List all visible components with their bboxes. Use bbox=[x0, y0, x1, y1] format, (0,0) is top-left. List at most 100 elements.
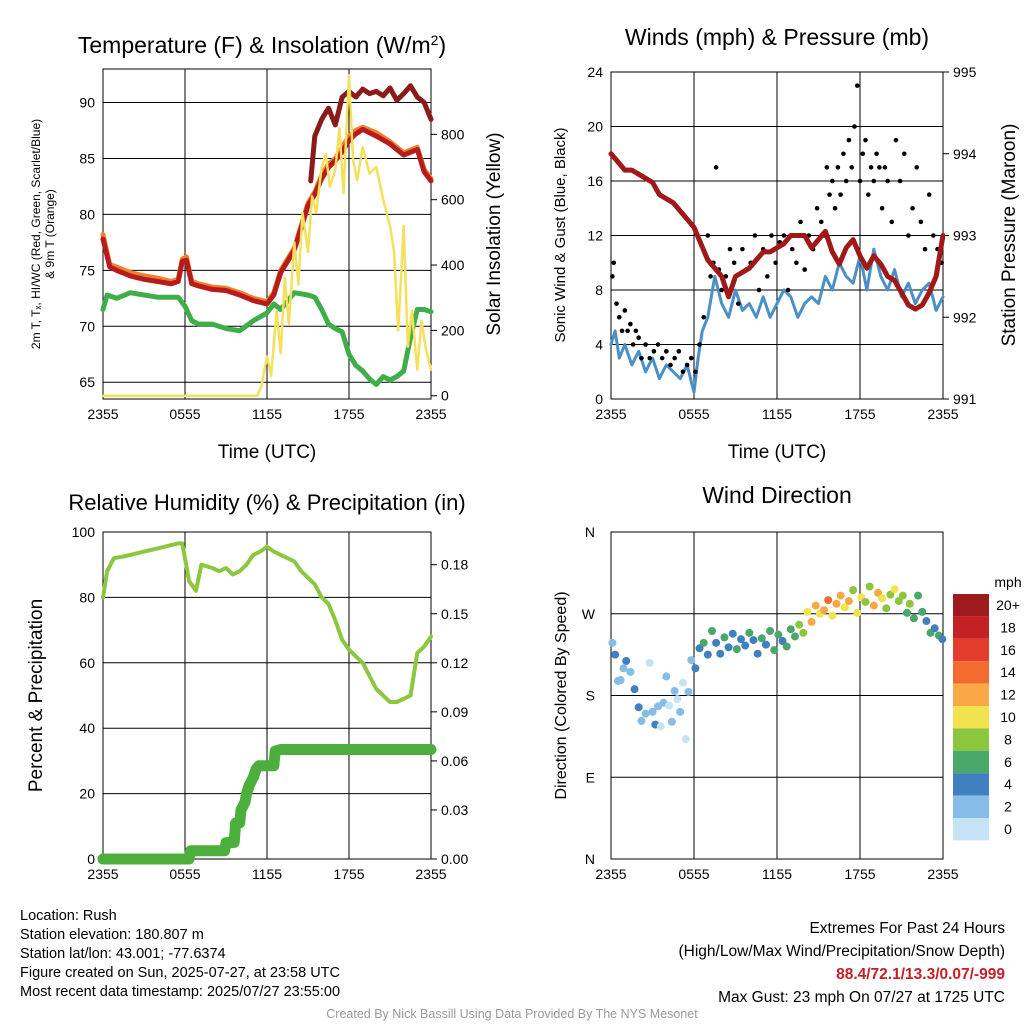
winds-gust-point bbox=[906, 233, 911, 238]
winds-y-tick-label: 12 bbox=[587, 228, 603, 244]
winds-gust-point bbox=[680, 369, 686, 375]
temp-title-end: ) bbox=[438, 32, 446, 58]
rh-y-tick-label: 100 bbox=[72, 524, 96, 540]
winds-gust-point bbox=[827, 192, 832, 197]
winds-gust-point bbox=[731, 260, 737, 266]
winddir-point bbox=[757, 634, 766, 643]
winds-gust-point bbox=[719, 287, 724, 293]
winds-gust-point bbox=[857, 178, 863, 184]
rh-y2-tick-label: 0.00 bbox=[441, 851, 468, 867]
winddir-legend-swatch bbox=[953, 818, 989, 841]
winds-gust-point bbox=[874, 151, 879, 157]
temp-y2-label: Solar Insolation (Yellow) bbox=[484, 132, 505, 335]
winddir-legend-swatch bbox=[953, 616, 989, 639]
rh-x-tick-label: 2355 bbox=[415, 866, 446, 882]
winds-gust-point bbox=[802, 267, 807, 272]
winds-gust-point bbox=[651, 349, 657, 354]
winddir-point bbox=[611, 650, 620, 659]
winddir-point bbox=[799, 628, 808, 637]
temp-panel: 2355 0555 1155 1755 2355 65 70 75 80 85 90 0 200 400 6… bbox=[29, 32, 505, 463]
winddir-legend-swatch bbox=[953, 706, 989, 729]
winddir-legend-swatch bbox=[953, 638, 989, 662]
winds-gust-point bbox=[705, 233, 711, 238]
winds-y-tick-label: 24 bbox=[587, 64, 603, 80]
temp-y-tick-label: 80 bbox=[79, 206, 95, 222]
temp-y2-tick-label: 200 bbox=[441, 322, 465, 338]
winds-gust-point bbox=[832, 205, 838, 211]
winddir-point bbox=[656, 722, 665, 731]
winds-gust-point bbox=[625, 328, 630, 334]
winds-gust-point bbox=[773, 260, 778, 266]
winds-gust-point bbox=[676, 349, 682, 354]
rh-y2-tick-label: 0.09 bbox=[441, 704, 468, 720]
winddir-legend-label: 2 bbox=[1004, 799, 1012, 815]
winds-gust-point bbox=[617, 314, 622, 320]
winddir-point bbox=[844, 597, 853, 606]
winddir-point bbox=[820, 606, 829, 615]
winddir-point bbox=[732, 645, 741, 654]
rh-y2-tick-label: 0.03 bbox=[441, 802, 468, 818]
rh-y-tick-label: 40 bbox=[79, 720, 95, 736]
winds-y-tick-label: 20 bbox=[587, 119, 603, 135]
winds-y2-tick-label: 991 bbox=[953, 391, 977, 407]
credit-text: Created By Nick Bassill Using Data Provi… bbox=[326, 1007, 698, 1021]
temp-x-tick-label: 2355 bbox=[415, 406, 446, 422]
winddir-point bbox=[678, 678, 687, 687]
temp-y-label-line2: & 9m T (Orange) bbox=[43, 189, 57, 279]
winds-x-label: Time (UTC) bbox=[728, 442, 827, 463]
temp-y2-tick-label: 800 bbox=[441, 126, 465, 142]
winds-gust-point bbox=[885, 178, 890, 184]
temp-series-heat_index bbox=[308, 83, 434, 184]
winddir-point bbox=[673, 695, 682, 704]
winddir-point bbox=[778, 637, 787, 645]
winds-gust-point bbox=[814, 205, 820, 211]
winds-gust-point bbox=[655, 342, 661, 347]
winds-gust-point bbox=[818, 219, 824, 225]
winds-gust-point bbox=[684, 362, 690, 368]
winddir-point bbox=[745, 628, 754, 637]
winddir-point bbox=[645, 658, 654, 667]
winddir-point bbox=[849, 586, 858, 595]
winds-gust-point bbox=[871, 178, 877, 184]
winddir-x-tick-label: 2355 bbox=[595, 866, 626, 882]
winds-y2-tick-label: 994 bbox=[953, 146, 977, 162]
winddir-point bbox=[648, 707, 657, 716]
winds-panel: 2355 0555 1155 1755 235504812162024991992993… bbox=[552, 24, 1020, 463]
winddir-x-tick-label: 0555 bbox=[678, 866, 709, 882]
winds-gust-point bbox=[877, 165, 882, 170]
winddir-point bbox=[691, 664, 700, 673]
temp-x-tick-label: 2355 bbox=[87, 406, 118, 422]
rh-y-tick-label: 80 bbox=[79, 589, 95, 605]
winddir-point bbox=[667, 717, 676, 726]
rh-y2-tick-label: 0.06 bbox=[441, 753, 468, 769]
winds-gust-point bbox=[701, 314, 706, 320]
winddir-point bbox=[695, 644, 704, 653]
temp-x-tick-label: 1755 bbox=[333, 406, 364, 422]
temp-series-temp_2m bbox=[100, 126, 434, 307]
winds-gust-point bbox=[765, 274, 770, 279]
winds-gust-point bbox=[740, 246, 745, 252]
temp-y-tick-label: 65 bbox=[79, 374, 95, 390]
winds-x-tick-label: 1755 bbox=[844, 406, 875, 422]
temp-y2-tick-label: 400 bbox=[441, 257, 465, 273]
winds-gust-point bbox=[789, 246, 795, 252]
winds-y-tick-label: 8 bbox=[595, 282, 603, 298]
winds-gust-point bbox=[633, 328, 639, 334]
winds-gust-point bbox=[835, 165, 841, 170]
winddir-point bbox=[840, 603, 849, 612]
winddir-point bbox=[728, 629, 737, 638]
winddir-point bbox=[898, 591, 907, 600]
winddir-y-tick-label: N bbox=[585, 524, 595, 540]
winddir-legend-swatch bbox=[953, 683, 989, 706]
winds-x-tick-label: 0555 bbox=[678, 406, 709, 422]
winds-gust-point bbox=[781, 233, 787, 238]
winddir-legend-swatch bbox=[953, 750, 989, 774]
winds-gust-point bbox=[708, 274, 713, 279]
winddir-point bbox=[687, 656, 696, 665]
winds-gust-point bbox=[860, 151, 866, 157]
winddir-point bbox=[753, 649, 762, 658]
winds-gust-point bbox=[824, 165, 830, 170]
winddir-point bbox=[886, 590, 895, 599]
winds-gust-point bbox=[688, 355, 694, 361]
winddir-point bbox=[626, 667, 635, 676]
